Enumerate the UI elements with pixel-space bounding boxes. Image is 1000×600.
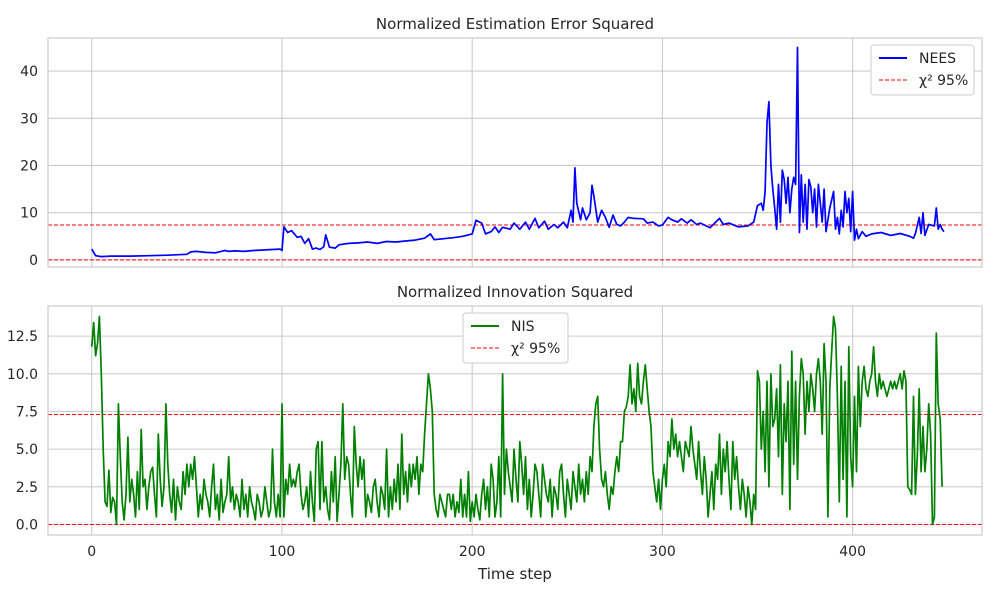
nees-panel: 0 10 20 30 40 Normalized Estimation Error Sq… bbox=[20, 15, 983, 269]
nees-y-tick-label: 30 bbox=[20, 111, 38, 127]
nis-y-tick-label: 2.5 bbox=[16, 480, 38, 496]
nees-plot-area bbox=[48, 38, 982, 267]
x-axis-label: Time step bbox=[477, 565, 552, 583]
nis-x-tick-label: 200 bbox=[459, 544, 486, 560]
nis-y-tick-label: 12.5 bbox=[7, 329, 38, 345]
nis-y-tick-label: 5.0 bbox=[16, 442, 38, 458]
nis-chart-title: Normalized Innovation Squared bbox=[397, 283, 633, 301]
nis-legend: NIS χ² 95% bbox=[462, 312, 569, 364]
nees-y-tick-label: 40 bbox=[20, 64, 38, 80]
nis-legend-reference-label: χ² 95% bbox=[511, 341, 560, 357]
nees-legend: NEES χ² 95% bbox=[870, 44, 975, 96]
nees-y-tick-labels: 0 10 20 30 40 bbox=[20, 64, 38, 269]
nis-x-tick-labels: 0 100 200 300 400 bbox=[87, 544, 866, 560]
nis-legend-series-label: NIS bbox=[511, 319, 535, 335]
nees-legend-reference-label: χ² 95% bbox=[919, 73, 968, 89]
nees-y-tick-label: 20 bbox=[20, 158, 38, 174]
nis-axes-frame bbox=[47, 305, 983, 536]
nis-y-tick-label: 7.5 bbox=[16, 404, 38, 420]
nis-y-tick-labels: 0.0 2.5 5.0 7.5 10.0 12.5 bbox=[7, 329, 38, 533]
nees-axes-frame bbox=[47, 37, 983, 268]
nis-x-tick-label: 300 bbox=[649, 544, 676, 560]
nees-grid bbox=[48, 38, 982, 267]
nees-y-tick-label: 0 bbox=[29, 253, 38, 269]
nis-y-tick-label: 0.0 bbox=[16, 517, 38, 533]
nees-series-line bbox=[91, 46, 945, 258]
nees-chart-title: Normalized Estimation Error Squared bbox=[376, 15, 654, 33]
nis-x-tick-label: 0 bbox=[87, 544, 96, 560]
nis-x-tick-label: 400 bbox=[839, 544, 866, 560]
nees-legend-series-label: NEES bbox=[919, 51, 956, 67]
nis-x-tick-label: 100 bbox=[269, 544, 296, 560]
nis-panel: 0.0 2.5 5.0 7.5 10.0 12.5 0 100 200 300 400 Norma… bbox=[7, 283, 983, 583]
nis-series-line bbox=[90, 315, 943, 526]
nis-y-tick-label: 10.0 bbox=[7, 367, 38, 383]
nees-y-tick-label: 10 bbox=[20, 206, 38, 222]
